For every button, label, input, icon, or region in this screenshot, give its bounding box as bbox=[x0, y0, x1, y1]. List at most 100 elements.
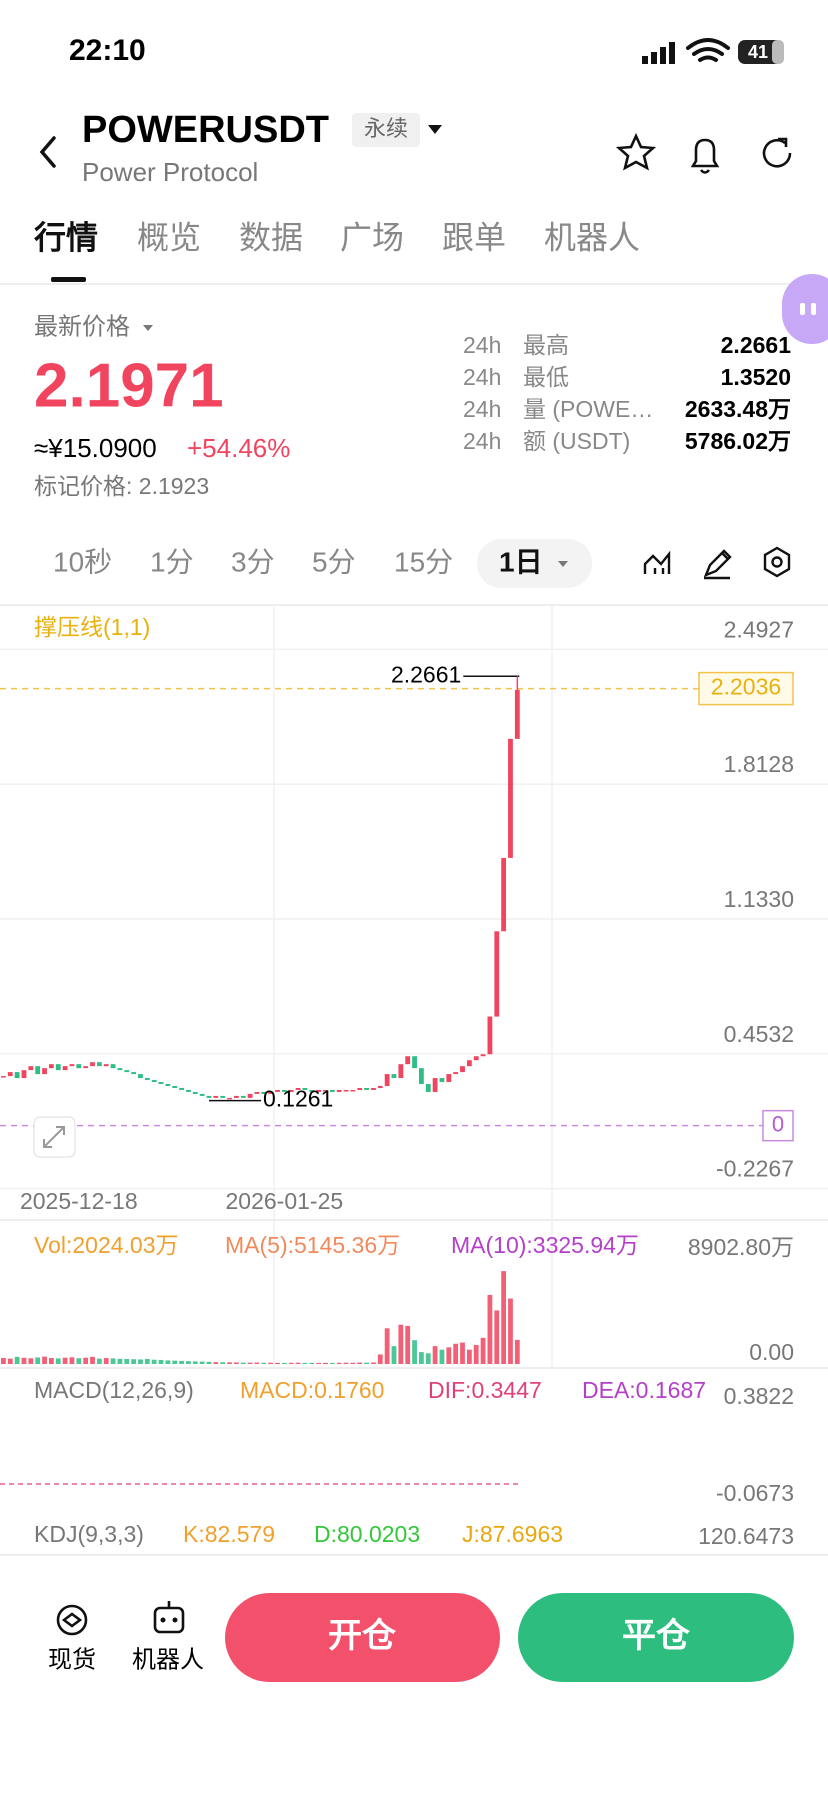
draw-icon[interactable] bbox=[703, 549, 732, 580]
candle bbox=[487, 1016, 493, 1055]
volume-bar bbox=[439, 1349, 445, 1364]
candle bbox=[412, 1056, 417, 1069]
volume-bar bbox=[158, 1359, 164, 1364]
x-tick-label: 2025-12-18 bbox=[20, 1188, 138, 1214]
indicator-icon[interactable] bbox=[643, 550, 671, 574]
candle bbox=[371, 1087, 376, 1090]
volume-bar bbox=[199, 1361, 205, 1364]
volume-bar bbox=[336, 1362, 342, 1364]
interval[interactable]: 1分 bbox=[150, 546, 194, 577]
volume-bar bbox=[487, 1294, 493, 1364]
volume-bar bbox=[96, 1358, 102, 1364]
y-tick-label: -0.0673 bbox=[716, 1480, 794, 1506]
volume-bar bbox=[254, 1362, 260, 1364]
close-label[interactable]: 平仓 bbox=[622, 1617, 691, 1655]
share-icon[interactable] bbox=[762, 137, 792, 168]
volume-bar bbox=[391, 1346, 397, 1364]
volume-bar bbox=[62, 1357, 68, 1364]
volume-bar bbox=[14, 1356, 20, 1364]
candle bbox=[377, 1085, 383, 1088]
interval[interactable]: 1日 bbox=[499, 546, 543, 577]
stat-period: 24h bbox=[463, 364, 501, 390]
volume-bar bbox=[1, 1358, 6, 1364]
candle bbox=[96, 1062, 102, 1067]
open-button[interactable] bbox=[225, 1593, 500, 1682]
volume-bar bbox=[233, 1362, 239, 1364]
volume-bar bbox=[508, 1298, 513, 1364]
zero-line-label: 0 bbox=[772, 1111, 784, 1136]
assistant-bubble[interactable] bbox=[782, 274, 828, 344]
mark-price: 标记价格: 2.1923 bbox=[34, 473, 209, 499]
tab[interactable]: 跟单 bbox=[442, 219, 506, 255]
candle bbox=[110, 1064, 116, 1069]
volume-bar bbox=[48, 1358, 54, 1364]
candle bbox=[76, 1064, 82, 1069]
open-label[interactable]: 开仓 bbox=[328, 1617, 397, 1655]
y-tick-label: 1.1330 bbox=[724, 886, 794, 912]
close-button[interactable] bbox=[518, 1593, 794, 1682]
nav-label[interactable]: 现货 bbox=[48, 1646, 96, 1673]
robot-eye bbox=[160, 1617, 166, 1623]
volume-bar bbox=[412, 1340, 417, 1364]
low-label: 0.1261 bbox=[263, 1086, 333, 1112]
tab[interactable]: 广场 bbox=[340, 219, 404, 255]
volume-bar bbox=[165, 1360, 171, 1364]
volume-bar bbox=[357, 1362, 363, 1364]
candle bbox=[460, 1066, 465, 1073]
volume-bar bbox=[110, 1358, 116, 1364]
x-tick-label: 2026-01-25 bbox=[226, 1188, 344, 1214]
volume-bar bbox=[316, 1362, 322, 1364]
dropdown-icon[interactable] bbox=[428, 125, 442, 134]
favorite-icon[interactable] bbox=[615, 132, 657, 171]
candle bbox=[295, 1087, 301, 1090]
interval[interactable]: 15分 bbox=[394, 546, 453, 577]
candle bbox=[227, 1097, 232, 1100]
volume-bar bbox=[21, 1357, 27, 1364]
kdj-legend: KDJ(9,3,3) bbox=[34, 1521, 144, 1547]
dropdown-icon[interactable] bbox=[143, 325, 153, 331]
wifi-icon bbox=[686, 38, 730, 62]
alert-icon[interactable] bbox=[690, 138, 720, 174]
tab[interactable]: 行情 bbox=[34, 219, 98, 255]
volume-bar bbox=[103, 1358, 109, 1364]
volume-bar bbox=[261, 1362, 267, 1364]
stat-value: 2633.48万 bbox=[685, 396, 791, 422]
last-price: 2.1971 bbox=[34, 351, 224, 420]
candle bbox=[144, 1078, 150, 1081]
tab[interactable]: 机器人 bbox=[544, 219, 640, 255]
candle bbox=[302, 1087, 308, 1090]
nav-label[interactable]: 机器人 bbox=[132, 1646, 204, 1673]
volume-bar bbox=[405, 1325, 411, 1364]
kdj-legend: J:87.6963 bbox=[462, 1521, 563, 1547]
interval[interactable]: 10秒 bbox=[53, 546, 112, 577]
tab-indicator bbox=[51, 277, 86, 282]
back-button[interactable] bbox=[39, 136, 56, 168]
interval-selected-bg bbox=[477, 539, 592, 588]
volume-bar bbox=[473, 1344, 479, 1364]
macd-legend: MACD:0.1760 bbox=[240, 1377, 384, 1403]
cny-price: ≈¥15.0900 bbox=[34, 433, 157, 463]
candle bbox=[213, 1095, 219, 1098]
candle bbox=[199, 1093, 205, 1096]
candle bbox=[69, 1064, 75, 1067]
robot-icon[interactable] bbox=[153, 1601, 185, 1634]
spot-icon[interactable] bbox=[56, 1604, 88, 1636]
dropdown-icon[interactable] bbox=[558, 561, 568, 567]
settings-icon[interactable] bbox=[763, 546, 791, 578]
interval[interactable]: 5分 bbox=[312, 546, 356, 577]
candle bbox=[206, 1095, 212, 1098]
stat-value: 1.3520 bbox=[721, 364, 791, 390]
contract-tag[interactable]: 永续 bbox=[364, 116, 408, 141]
volume-bar bbox=[295, 1362, 301, 1364]
volume-bar bbox=[302, 1362, 308, 1364]
y-tick-label: -0.2267 bbox=[716, 1156, 794, 1182]
candle bbox=[357, 1087, 363, 1090]
volume-bar bbox=[83, 1357, 89, 1364]
tab[interactable]: 数据 bbox=[239, 219, 303, 255]
interval[interactable]: 3分 bbox=[231, 546, 275, 577]
candle bbox=[453, 1072, 459, 1075]
candle bbox=[158, 1082, 164, 1085]
candle bbox=[28, 1066, 34, 1071]
tab[interactable]: 概览 bbox=[137, 219, 201, 255]
tag-bg bbox=[352, 113, 420, 147]
